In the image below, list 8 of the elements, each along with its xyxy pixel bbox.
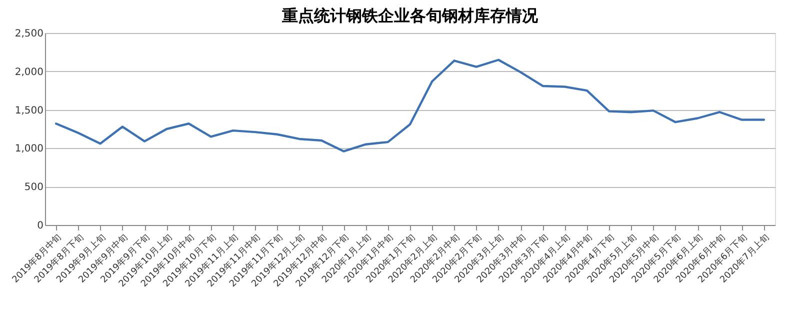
y-tick-label: 1,500 <box>14 105 44 116</box>
y-tick-label: 1,000 <box>14 144 44 155</box>
y-tick-label: 0 <box>37 220 44 232</box>
y-tick-label: 2,500 <box>14 28 44 40</box>
y-tick-label: 500 <box>24 182 44 194</box>
y-tick-label: 2,000 <box>14 66 44 78</box>
chart-title: 重点统计钢铁企业各旬钢材库存情况 <box>281 6 539 25</box>
line-series <box>54 58 766 152</box>
